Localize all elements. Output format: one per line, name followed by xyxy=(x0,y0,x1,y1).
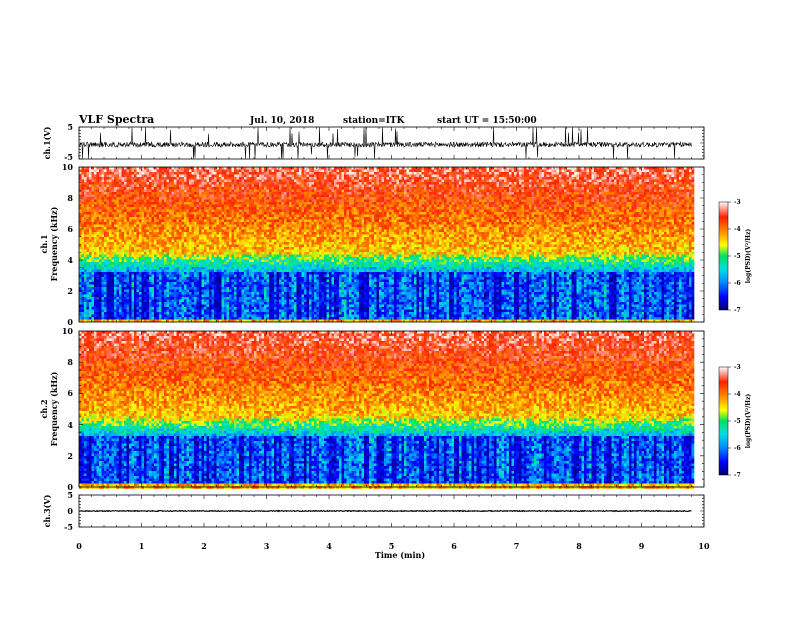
chart-title: VLF Spectra xyxy=(78,113,154,126)
ch1-spectrogram-ylabel-channel: ch.1 xyxy=(39,234,49,253)
ch1-colorbar: -3 -4 -5 -6 -7 log(PSD)(V²/Hz) xyxy=(719,199,752,314)
ch2-colorbar-tick-m4: -4 xyxy=(734,391,741,398)
colorbar-tick-marks xyxy=(728,202,731,310)
ch1-colorbar-tick-m6: -6 xyxy=(734,280,741,287)
ch1-spectrogram-ytick-4: 4 xyxy=(67,255,73,265)
ch2-spectrogram-ytick-10: 10 xyxy=(62,326,74,336)
ch2-colorbar-tick-m7: -7 xyxy=(734,472,741,479)
x-tick-9: 9 xyxy=(639,541,645,551)
x-tick-7: 7 xyxy=(514,541,520,551)
ch1-spectrogram-ylabel-frequency: Frequency (kHz) xyxy=(49,206,59,281)
ch3-waveform-ytick-5: 5 xyxy=(67,490,73,500)
station-label: station=ITK xyxy=(343,116,406,126)
ch3-waveform-ytick-m5: -5 xyxy=(64,522,73,532)
x-tick-1: 1 xyxy=(139,541,145,551)
ch1-colorbar-label: log(PSD)(V²/Hz) xyxy=(745,229,752,284)
ch1-spectrogram-ytick-2: 2 xyxy=(67,286,73,296)
ch2-colorbar-label: log(PSD)(V²/Hz) xyxy=(745,394,752,449)
ch3-waveform-ytick-0: 0 xyxy=(67,506,73,516)
ch1-colorbar-tick-m7: -7 xyxy=(734,307,741,314)
ch2-colorbar-gradient xyxy=(719,367,728,475)
ch2-colorbar: -3 -4 -5 -6 -7 log(PSD)(V²/Hz) xyxy=(719,364,752,479)
x-tick-0: 0 xyxy=(76,541,82,551)
x-tick-10: 10 xyxy=(698,541,710,551)
x-tick-2: 2 xyxy=(201,541,207,551)
ch2-spectrogram-ylabel-frequency: Frequency (kHz) xyxy=(49,371,59,446)
ch1-colorbar-ticks xyxy=(728,202,731,310)
ch1-colorbar-gradient xyxy=(719,202,728,310)
ch1-waveform-panel: 5 -5 ch.1(V) xyxy=(42,122,704,162)
ch3-waveform-ylabel: ch.3(V) xyxy=(42,494,52,527)
x-tick-8: 8 xyxy=(576,541,582,551)
ch2-spectrogram-ylabel-channel: ch.2 xyxy=(39,399,49,418)
x-tick-3: 3 xyxy=(264,541,270,551)
ch3-waveform-panel: 5 0 -5 ch.3(V) xyxy=(42,490,704,532)
ch2-colorbar-tick-m5: -5 xyxy=(734,418,741,425)
ch1-spectrogram-ytick-10: 10 xyxy=(62,162,74,172)
start-ut-label: start UT = 15:50:00 xyxy=(437,116,537,126)
ch1-spectrogram-image xyxy=(79,167,694,322)
ch2-spectrogram-image xyxy=(79,331,694,489)
ch1-colorbar-tick-m5: -5 xyxy=(734,253,741,260)
ch1-waveform-ytick-top: 5 xyxy=(67,122,73,132)
ch2-spectrogram-ytick-4: 4 xyxy=(67,420,73,430)
ch1-colorbar-tick-m4: -4 xyxy=(734,226,741,233)
ch2-spectrogram-ytick-8: 8 xyxy=(67,357,73,367)
ch2-spectrogram-panel: 10 8 6 4 2 0 ch.2 Frequency (kHz) xyxy=(39,326,704,492)
ch1-colorbar-tick-m3: -3 xyxy=(734,199,741,206)
ch2-colorbar-tick-m3: -3 xyxy=(734,364,741,371)
ch2-spectrogram-ytick-6: 6 xyxy=(67,388,73,398)
ch1-spectrogram-ytick-8: 8 xyxy=(67,193,73,203)
ch1-spectrogram-panel: 10 8 6 4 2 0 ch.1 Frequency (kHz) xyxy=(39,162,704,327)
ch2-colorbar-tick-m6: -6 xyxy=(734,445,741,452)
colorbar-tick-marks xyxy=(728,367,731,475)
ch1-waveform-ytick-bottom: -5 xyxy=(64,152,73,162)
x-tick-6: 6 xyxy=(451,541,457,551)
ch2-spectrogram-ytick-2: 2 xyxy=(67,451,73,461)
ch1-waveform-ylabel: ch.1(V) xyxy=(42,126,52,159)
ch1-spectrogram-ytick-6: 6 xyxy=(67,224,73,234)
x-axis-label: Time (min) xyxy=(375,550,425,560)
date-label: Jul. 10, 2018 xyxy=(249,116,314,126)
ch2-colorbar-ticks xyxy=(728,367,731,475)
x-tick-4: 4 xyxy=(326,541,332,551)
